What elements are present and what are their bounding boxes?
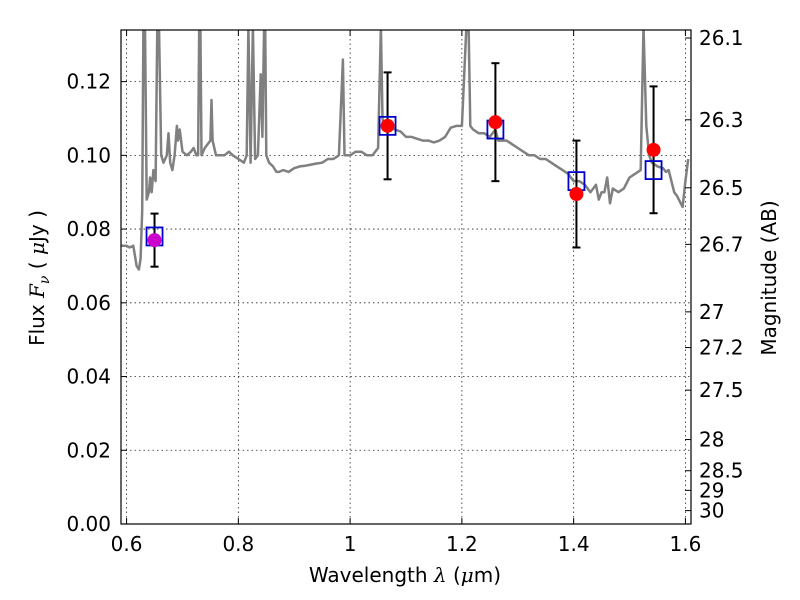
plot-frame bbox=[120, 29, 692, 525]
y-tick-label: 0.10 bbox=[66, 143, 111, 167]
data-point bbox=[380, 118, 395, 133]
right-y-tick-label: 28.5 bbox=[699, 459, 744, 483]
x-axis-label: Wavelength λ (μm) bbox=[309, 563, 501, 587]
y-tick-label: 0.00 bbox=[66, 512, 111, 536]
right-y-tick-label: 26.7 bbox=[699, 232, 744, 256]
data-point bbox=[569, 187, 584, 202]
x-tick-label: 1.6 bbox=[670, 532, 702, 556]
data-point bbox=[488, 115, 503, 130]
y-tick-label: 0.04 bbox=[66, 365, 111, 389]
y-tick-label: 0.12 bbox=[66, 70, 111, 94]
right-y-tick-label: 27.2 bbox=[699, 336, 744, 360]
right-y-tick-label: 28 bbox=[699, 428, 724, 452]
y-tick-label: 0.06 bbox=[66, 291, 111, 315]
right-y-tick-label: 26.3 bbox=[699, 108, 744, 132]
right-y-tick-label: 26.5 bbox=[699, 176, 744, 200]
x-tick-label: 1.2 bbox=[446, 532, 478, 556]
data-point bbox=[147, 233, 162, 248]
y-tick-label: 0.02 bbox=[66, 438, 111, 462]
x-tick-label: 1 bbox=[344, 532, 357, 556]
right-y-tick-label: 26.1 bbox=[699, 26, 744, 50]
y-axis-label: Flux Fν ( μJy ) bbox=[25, 210, 53, 346]
right-y-tick-label: 27.5 bbox=[699, 378, 744, 402]
model-square-marker bbox=[644, 160, 663, 180]
right-y-tick-label: 30 bbox=[699, 499, 724, 523]
right-y-tick-label: 27 bbox=[699, 300, 724, 324]
x-tick-label: 0.8 bbox=[222, 532, 254, 556]
axis-ticks: 0.6 0.8 1 1.2 1.4 1.6 0.00 0.02 0.04 0.06 0.08 0.10… bbox=[66, 26, 743, 556]
right-y-axis-label: Magnitude (AB) bbox=[757, 200, 781, 355]
gridlines bbox=[121, 30, 691, 525]
x-tick-label: 0.6 bbox=[111, 532, 143, 556]
right-y-tick-label: 29 bbox=[699, 478, 724, 502]
x-tick-label: 1.4 bbox=[558, 532, 590, 556]
data-point bbox=[646, 142, 661, 157]
spectrum-line bbox=[121, 30, 690, 271]
y-tick-label: 0.08 bbox=[66, 217, 111, 241]
model-square-marker bbox=[378, 115, 397, 136]
plot-area bbox=[121, 30, 690, 271]
